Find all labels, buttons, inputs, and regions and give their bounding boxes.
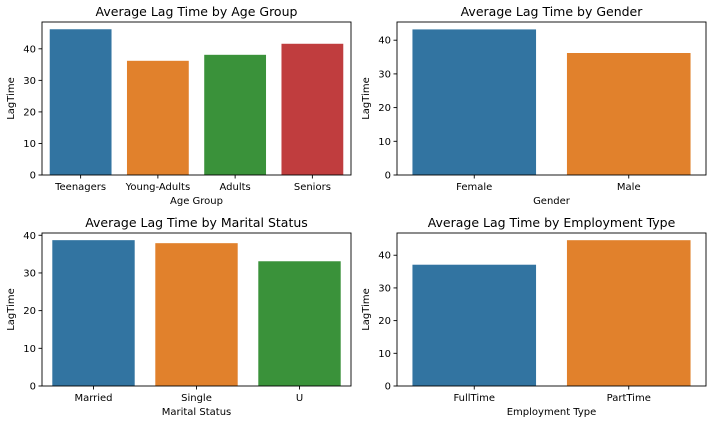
axes-frame — [396, 232, 707, 387]
x-tick-label: FullTime — [453, 393, 495, 404]
chart-title: Average Lag Time by Marital Status — [85, 215, 308, 230]
y-tick-label: 40 — [378, 251, 391, 262]
bar-female — [412, 29, 537, 176]
chart-gender: 0 10 20 30 40 Female Male Average Lag Time by G… — [361, 4, 707, 207]
x-tick-label: Female — [456, 182, 492, 193]
axes-frame — [41, 21, 352, 176]
y-tick-label: 0 — [30, 171, 36, 182]
x-axis-label: Gender — [533, 196, 571, 207]
x-axis-label: Employment Type — [507, 407, 597, 418]
bar-single — [155, 243, 238, 386]
y-tick-label: 30 — [378, 69, 391, 80]
chart-employment-type: 0 10 20 30 40 FullTime PartTime Average Lag Tim… — [361, 215, 707, 418]
y-axis-label: LagTime — [361, 77, 372, 120]
chart-age-group: 0 10 20 30 40 Teenagers Young-Adults Adults Seni… — [6, 4, 352, 207]
x-axis-label: Age Group — [170, 196, 223, 207]
y-tick-label: 0 — [385, 382, 391, 393]
bar-u — [258, 261, 341, 386]
y-tick-label: 20 — [23, 306, 36, 317]
y-tick-label: 30 — [23, 76, 36, 87]
y-tick-label: 10 — [23, 344, 36, 355]
y-tick-label: 0 — [385, 171, 391, 182]
chart-title: Average Lag Time by Age Group — [96, 4, 298, 19]
y-tick-label: 40 — [378, 36, 391, 47]
x-axis-label: Marital Status — [162, 407, 232, 418]
bar-parttime — [566, 240, 691, 386]
y-tick-label: 0 — [30, 382, 36, 393]
y-tick-label: 10 — [23, 139, 36, 150]
x-tick-label: Single — [181, 393, 212, 404]
chart-title: Average Lag Time by Gender — [461, 4, 644, 19]
axes-frame — [396, 21, 707, 176]
y-axis-label: LagTime — [6, 288, 17, 331]
x-tick-label: Male — [617, 182, 641, 193]
chart-marital-status: 0 10 20 30 40 Married Single U Average Lag Time … — [6, 215, 352, 418]
chart-title: Average Lag Time by Employment Type — [428, 215, 676, 230]
y-tick-label: 30 — [23, 268, 36, 279]
bar-male — [566, 53, 691, 175]
bar-adults — [204, 54, 267, 176]
y-axis-label: LagTime — [6, 77, 17, 120]
x-tick-label: Adults — [219, 182, 250, 193]
y-tick-label: 40 — [23, 44, 36, 55]
x-tick-label: PartTime — [607, 393, 651, 404]
x-tick-label: U — [296, 393, 303, 404]
y-tick-label: 30 — [378, 283, 391, 294]
x-tick-label: Seniors — [294, 182, 331, 193]
bar-teenagers — [49, 29, 112, 175]
y-tick-label: 20 — [378, 316, 391, 327]
bar-seniors — [281, 43, 344, 175]
y-tick-label: 10 — [378, 349, 391, 360]
bar-young-adults — [126, 60, 189, 175]
y-tick-label: 10 — [378, 137, 391, 148]
bar-fulltime — [412, 264, 537, 386]
y-tick-label: 40 — [23, 231, 36, 242]
x-tick-label: Teenagers — [54, 182, 106, 193]
y-tick-label: 20 — [23, 107, 36, 118]
x-tick-label: Married — [74, 393, 112, 404]
y-tick-label: 20 — [378, 103, 391, 114]
y-axis-label: LagTime — [361, 288, 372, 331]
x-tick-label: Young-Adults — [125, 182, 191, 193]
bar-married — [52, 240, 135, 386]
